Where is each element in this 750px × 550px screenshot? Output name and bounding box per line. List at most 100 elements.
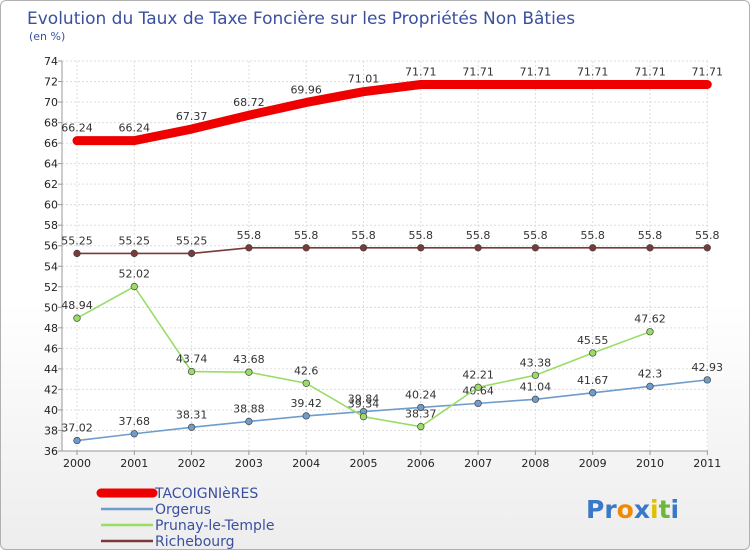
data-point xyxy=(474,383,482,391)
data-point xyxy=(531,244,540,252)
series-line-3 xyxy=(76,246,709,255)
x-tick-label: 2007 xyxy=(464,457,492,470)
data-point xyxy=(531,395,540,403)
y-tick-label: 64 xyxy=(44,158,58,171)
x-tick-label: 2008 xyxy=(521,457,549,470)
data-point xyxy=(73,436,81,445)
data-label: 71.71 xyxy=(692,66,724,79)
data-label: 55.25 xyxy=(119,234,151,247)
data-point xyxy=(73,314,81,322)
data-point xyxy=(187,423,196,431)
data-label: 55.8 xyxy=(580,229,605,242)
logo-letter: i xyxy=(671,495,680,524)
legend-label: Orgerus xyxy=(155,502,211,518)
data-point xyxy=(646,328,654,336)
data-label: 45.55 xyxy=(577,334,609,347)
data-point xyxy=(703,376,711,384)
data-label: 66.24 xyxy=(119,122,151,135)
data-label: 41.04 xyxy=(520,380,552,393)
data-point xyxy=(130,282,138,291)
data-label: 37.68 xyxy=(119,415,151,428)
data-point xyxy=(531,371,540,379)
y-tick-label: 42 xyxy=(44,383,58,396)
data-point xyxy=(474,399,482,408)
data-label: 55.25 xyxy=(61,234,93,247)
data-point xyxy=(245,368,253,376)
data-label: 55.8 xyxy=(638,229,663,242)
data-label: 68.72 xyxy=(233,96,265,109)
series-line-0 xyxy=(72,80,712,146)
data-label: 55.8 xyxy=(294,229,319,242)
data-label: 47.62 xyxy=(634,313,666,326)
data-label: 48.94 xyxy=(61,299,93,312)
data-point xyxy=(359,413,368,421)
data-label: 55.8 xyxy=(466,229,491,242)
series-layer: 37.0237.6838.3138.8839.4239.8440.2440.64… xyxy=(61,66,724,445)
data-point xyxy=(302,379,310,387)
data-label: 39.42 xyxy=(290,397,322,410)
y-tick-label: 46 xyxy=(44,342,58,355)
data-point xyxy=(589,389,597,397)
logo-letter: t xyxy=(659,495,671,524)
axes: 36 38 40 42 44 46 48 50 52 54 56 58 60 62 64 66 68 70 72 74… xyxy=(44,55,721,470)
x-tick-label: 2004 xyxy=(292,457,320,470)
x-tick-label: 2010 xyxy=(636,457,664,470)
data-label: 55.8 xyxy=(237,229,262,242)
data-label: 71.71 xyxy=(462,66,494,79)
data-point xyxy=(417,403,425,412)
chart-title: Evolution du Taux de Taxe Foncière sur l… xyxy=(27,9,575,29)
y-tick-label: 62 xyxy=(44,178,58,191)
logo-letter: i xyxy=(650,495,659,524)
data-label: 40.24 xyxy=(405,388,437,401)
data-label: 38.37 xyxy=(405,408,437,421)
data-label: 42.3 xyxy=(638,367,663,380)
y-tick-label: 70 xyxy=(44,96,58,109)
data-label: 41.67 xyxy=(577,374,609,387)
data-label: 42.6 xyxy=(294,364,319,377)
data-label: 42.21 xyxy=(462,368,494,381)
data-point xyxy=(417,423,425,431)
data-label: 52.02 xyxy=(119,268,151,281)
data-label: 69.96 xyxy=(290,83,322,96)
plot-area xyxy=(62,61,708,451)
data-label: 38.31 xyxy=(176,408,208,421)
data-point xyxy=(302,412,310,420)
chart-subtitle: (en %) xyxy=(29,30,65,43)
data-label: 42.93 xyxy=(692,361,724,374)
data-point xyxy=(646,244,654,252)
x-tick-label: 2003 xyxy=(235,457,263,470)
data-label: 39.84 xyxy=(348,393,380,406)
y-tick-label: 58 xyxy=(44,219,58,232)
x-tick-label: 2005 xyxy=(350,457,378,470)
data-label: 71.71 xyxy=(520,66,552,79)
data-label: 43.74 xyxy=(176,353,208,366)
y-tick-label: 68 xyxy=(44,117,58,130)
data-label: 55.25 xyxy=(176,234,208,247)
data-point xyxy=(130,249,138,258)
data-label: 39.34 xyxy=(348,398,380,411)
y-tick-label: 36 xyxy=(44,445,58,458)
data-point xyxy=(589,349,597,357)
data-point xyxy=(187,367,196,376)
data-label: 37.02 xyxy=(61,422,93,435)
data-point xyxy=(130,430,138,438)
logo-letter: o xyxy=(617,495,634,524)
y-tick-label: 60 xyxy=(44,199,58,212)
y-tick-label: 72 xyxy=(44,76,58,89)
data-label: 43.38 xyxy=(520,356,552,369)
data-point xyxy=(187,249,196,258)
legend-label: Prunay-le-Temple xyxy=(155,518,274,534)
data-point xyxy=(302,244,310,252)
y-tick-label: 66 xyxy=(44,137,58,150)
y-tick-label: 56 xyxy=(44,240,58,253)
data-label: 71.71 xyxy=(405,66,437,79)
y-tick-label: 38 xyxy=(44,424,58,437)
logo-letter: P xyxy=(586,495,604,524)
y-tick-label: 52 xyxy=(44,281,58,294)
y-tick-label: 48 xyxy=(44,322,58,335)
data-point xyxy=(245,417,253,426)
data-label: 55.8 xyxy=(409,229,434,242)
data-point xyxy=(646,382,654,390)
y-tick-label: 54 xyxy=(44,260,58,273)
